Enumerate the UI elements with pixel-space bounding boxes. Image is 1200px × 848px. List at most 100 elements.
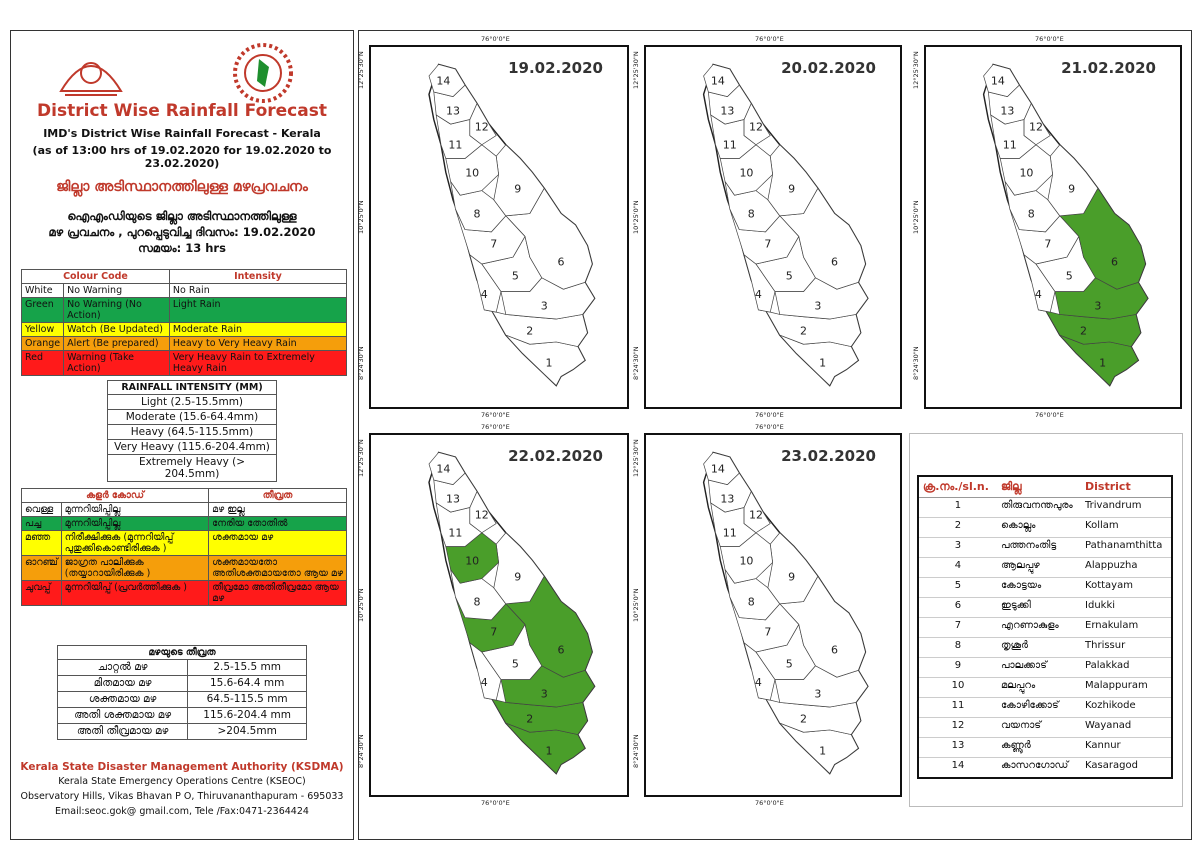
colour-code: Watch (Be Updated) — [63, 322, 170, 337]
forecast-map: 1 2 3 4 5 6 7 8 9 10 11 12 13 14 22.02.2020 — [369, 433, 629, 797]
colour-intensity: Heavy to Very Heavy Rain — [168, 336, 348, 351]
latitude-label: 8°24'30"N — [632, 734, 640, 768]
intensity-row: Extremely Heavy (> 204.5mm) — [107, 454, 277, 482]
mal-colour-name: വെള്ള — [21, 502, 62, 517]
latitude-label: 10°25'0"N — [357, 200, 365, 235]
kerala-emblem-icon — [59, 62, 123, 96]
mal-colour-intensity: നേരിയ തോതിൽ — [208, 516, 347, 531]
district-number-label: 5 — [786, 269, 793, 282]
district-name: Kollam — [1081, 517, 1172, 538]
district-legend-frame — [909, 433, 1183, 807]
district-number-label: 12 — [749, 120, 763, 133]
longitude-label-bottom: 76°0'0"E — [1035, 411, 1064, 419]
intensity-row: Light (2.5-15.5mm) — [107, 394, 277, 410]
district-row: 7 എറണാകുളം Ernakulam — [918, 617, 1172, 638]
colour-code: No Warning (No Action) — [63, 297, 170, 323]
longitude-label-bottom: 76°0'0"E — [755, 411, 784, 419]
district-mal-name: എറണാകുളം — [996, 617, 1082, 638]
latitude-label: 10°25'0"N — [357, 588, 365, 623]
mal-colour-code: മുന്നറിയിപ്പ് (പ്രവർത്തിക്കുക ) — [60, 580, 210, 606]
district-number-label: 10 — [1019, 166, 1033, 179]
mal-intensity-name: മിതമായ മഴ — [56, 675, 189, 692]
district-number-label: 10 — [465, 554, 479, 567]
intensity-range: Moderate (15.6-64.4mm) — [107, 409, 277, 425]
district-region-9 — [767, 144, 819, 217]
district-region-9 — [493, 532, 545, 605]
district-mal-name: കൊല്ലം — [996, 517, 1082, 538]
malayalam-intensity-table: മഴയുടെ തീവ്രത ചാറ്റൽ മഴ 2.5-15.5 mm മിതമാ… — [56, 645, 307, 740]
district-number-label: 8 — [474, 208, 481, 221]
district-sl: 13 — [918, 737, 997, 758]
district-row: 8 തൃശൂർ Thrissur — [918, 637, 1172, 658]
district-region-14 — [703, 64, 740, 97]
district-number-label: 1 — [546, 745, 553, 758]
map-date: 23.02.2020 — [781, 447, 876, 465]
mal-colour-intensity: ശക്തമായ മഴ — [208, 530, 347, 556]
malayalam-intensity-header: തീവ്രത — [208, 488, 347, 503]
district-region-14 — [983, 64, 1020, 97]
intensity-row: Very Heavy (115.6-204.4mm) — [107, 439, 277, 455]
latitude-label: 12°25'30"N — [912, 50, 920, 89]
org-contact: Email:seoc.gok@ gmail.com, Tele /Fax:047… — [55, 806, 309, 817]
mal-colour-intensity: തീവ്രമോ അതിതീവ്രമോ ആയ മഴ — [208, 580, 347, 606]
district-number-label: 4 — [755, 676, 762, 689]
district-number-label: 10 — [739, 166, 753, 179]
colour-intensity: Moderate Rain — [168, 322, 348, 337]
colour-intensity: No Rain — [168, 283, 348, 298]
district-row: 2 കൊല്ലം Kollam — [918, 517, 1172, 538]
sl-header: ക്ര.നം./sl.n. — [918, 476, 997, 498]
malayalam-intensity-row: ശക്തമായ മഴ 64.5-115.5 mm — [56, 691, 307, 708]
district-number-label: 6 — [831, 256, 838, 269]
district-number-label: 7 — [1044, 237, 1051, 250]
longitude-label-bottom: 76°0'0"E — [481, 799, 510, 807]
malayalam-intensity-row: അതി തീവ്രമായ മഴ >204.5mm — [56, 723, 307, 740]
district-row: 10 മലപ്പുറം Malappuram — [918, 677, 1172, 698]
district-number-label: 12 — [475, 508, 489, 521]
mal-intensity-range: 115.6-204.4 mm — [187, 707, 307, 724]
district-number-label: 6 — [558, 256, 565, 269]
district-row: 14 കാസറഗോഡ് Kasaragod — [918, 757, 1172, 779]
map-date: 21.02.2020 — [1061, 59, 1156, 77]
district-number-label: 5 — [1066, 269, 1073, 282]
forecast-map: 1 2 3 4 5 6 7 8 9 10 11 12 13 14 20.02.2020 — [644, 45, 902, 409]
district-mal-name: കണ്ണൂർ — [996, 737, 1082, 758]
malayalam-title: ജില്ലാ അടിസ്ഥാനത്തിലുള്ള മഴപ്രവചനം — [56, 179, 308, 195]
district-number-label: 14 — [436, 75, 450, 88]
intensity-range: Heavy (64.5-115.5mm) — [107, 424, 277, 440]
mal-colour-code: നിരീക്ഷിക്കുക (മുന്നറിയിപ്പ് പുതുക്കികൊണ… — [60, 530, 210, 556]
district-number-label: 5 — [512, 269, 519, 282]
district-mal-name: കാസറഗോഡ് — [996, 757, 1082, 779]
district-number-label: 14 — [436, 463, 450, 476]
colour-row: White No Warning No Rain — [20, 283, 348, 298]
mal-colour-code: ജാഗ്രത പാലിക്കുക (തയ്യാറായിരിക്കുക ) — [60, 555, 210, 581]
org-address: Observatory Hills, Vikas Bhavan P O, Thi… — [20, 791, 344, 802]
subtitle-2: (as of 13:00 hrs of 19.02.2020 for 19.02… — [32, 144, 332, 170]
district-number-label: 12 — [475, 120, 489, 133]
district-number-label: 3 — [541, 687, 548, 700]
district-number-label: 4 — [1035, 288, 1042, 301]
district-number-label: 13 — [720, 492, 734, 505]
district-name: Alappuzha — [1081, 557, 1172, 578]
district-number-label: 13 — [446, 492, 460, 505]
colour-row: Orange Alert (Be prepared) Heavy to Very… — [20, 336, 348, 351]
district-number-label: 7 — [490, 625, 497, 638]
mal-intensity-range: 64.5-115.5 mm — [187, 691, 307, 708]
district-number-label: 3 — [814, 299, 821, 312]
district-number-label: 12 — [749, 508, 763, 521]
malayalam-mm-header: മഴയുടെ തീവ്രത — [57, 645, 307, 660]
district-name: Wayanad — [1081, 717, 1172, 738]
district-name: Palakkad — [1081, 657, 1172, 678]
district-number-label: 14 — [991, 75, 1005, 88]
longitude-label-top: 76°0'0"E — [1035, 35, 1064, 43]
district-number-label: 1 — [819, 357, 826, 370]
district-number-label: 1 — [1099, 357, 1106, 370]
district-number-label: 9 — [514, 182, 521, 195]
malayalam-intensity-row: ചാറ്റൽ മഴ 2.5-15.5 mm — [56, 659, 307, 676]
district-name: Thrissur — [1081, 637, 1172, 658]
district-row: 4 ആലപ്പുഴ Alappuzha — [918, 557, 1172, 578]
longitude-label-bottom: 76°0'0"E — [755, 799, 784, 807]
malayalam-intensity-row: മിതമായ മഴ 15.6-64.4 mm — [56, 675, 307, 692]
latitude-label: 10°25'0"N — [632, 200, 640, 235]
mal-colour-name: മഞ്ഞ — [21, 530, 62, 556]
district-number-label: 5 — [786, 657, 793, 670]
